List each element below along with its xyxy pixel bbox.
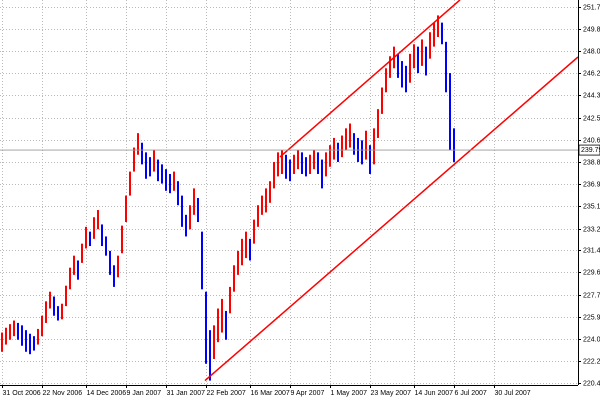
- y-tick-label: 224.05: [583, 336, 600, 343]
- y-tick-label: 249.85: [583, 26, 600, 33]
- plot-area: [0, 0, 578, 382]
- y-tick-label: 229.60: [583, 269, 600, 276]
- y-tick-label: 227.75: [583, 292, 600, 299]
- x-tick-label: 9 Jan 2007: [127, 390, 162, 397]
- last-price-label: 239.79: [581, 147, 600, 154]
- x-tick-label: 30 Jul 2007: [495, 390, 531, 397]
- y-tick-label: 240.65: [583, 137, 600, 144]
- y-tick-label: 233.25: [583, 226, 600, 233]
- x-tick-label: 23 May 2007: [371, 390, 412, 397]
- y-tick-label: 222.20: [583, 358, 600, 365]
- y-tick-label: 251.70: [583, 4, 600, 11]
- y-tick-label: 238.80: [583, 159, 600, 166]
- last-price-box: [578, 144, 600, 156]
- y-tick-label: 231.45: [583, 247, 600, 254]
- y-tick-label: 236.95: [583, 181, 600, 188]
- y-tick-label: 246.20: [583, 70, 600, 77]
- x-tick-label: 14 Dec 2006: [87, 390, 127, 397]
- x-tick-label: 6 Jul 2007: [455, 390, 487, 397]
- y-tick-label: 242.50: [583, 115, 600, 122]
- y-tick-label: 225.90: [583, 314, 600, 321]
- channel-line: [204, 56, 578, 382]
- y-tick-label: 235.10: [583, 203, 600, 210]
- x-tick-label: 31 Jan 2007: [167, 390, 206, 397]
- x-tick-label: 1 May 2007: [331, 390, 368, 397]
- grid: [0, 0, 578, 385]
- y-tick-label: 248.00: [583, 48, 600, 55]
- channel-line: [279, 0, 461, 158]
- x-tick-label: 9 Apr 2007: [291, 390, 325, 397]
- x-tick-label: 14 Jun 2007: [415, 390, 454, 397]
- axes: 251.70 249.85 248.00 246.20 244.35 242.50 240.…: [2, 4, 600, 397]
- x-tick-label: 16 Mar 2007: [251, 390, 290, 397]
- x-tick-label: 22 Feb 2007: [207, 390, 246, 397]
- y-tick-label: 220.40: [583, 380, 600, 387]
- y-tick-label: 244.35: [583, 92, 600, 99]
- x-tick-label: 22 Nov 2006: [43, 390, 83, 397]
- x-tick-label: 31 Oct 2006: [3, 390, 41, 397]
